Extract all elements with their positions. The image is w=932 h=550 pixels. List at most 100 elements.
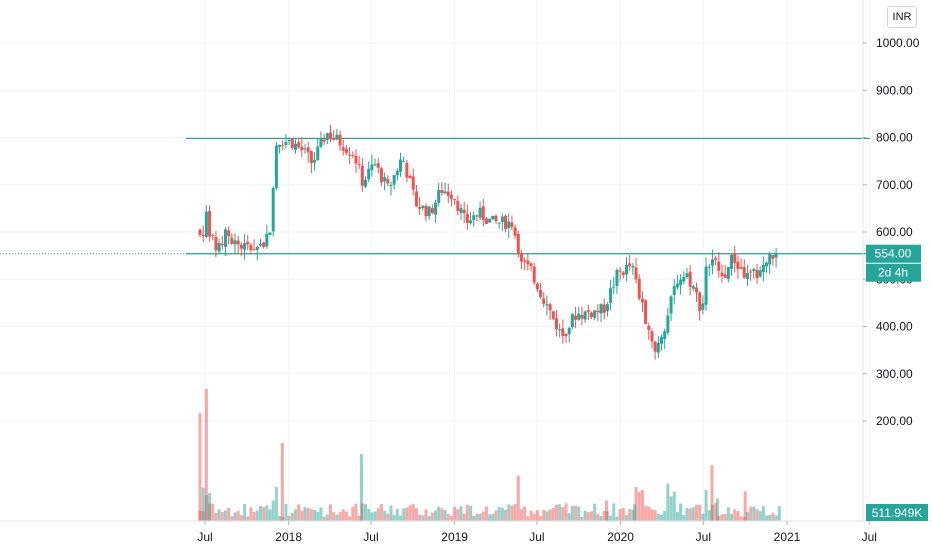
volume-bar — [771, 513, 775, 521]
volume-spike-bar — [359, 454, 363, 521]
volume-spike-bar — [777, 506, 781, 521]
volume-bar — [650, 509, 654, 521]
volume-bar — [615, 516, 619, 521]
volume-bar — [399, 515, 403, 521]
volume-bar — [656, 513, 660, 521]
candlesticks — [198, 124, 778, 360]
price-labels: 554.00 2d 4h 511.949K — [866, 244, 928, 521]
time-axis[interactable]: Jul 2018 Jul 2019 Jul 2020 Jul 2021 Jul — [197, 521, 877, 544]
x-tick-label: 2020 — [607, 530, 634, 544]
volume-bar — [640, 489, 644, 521]
x-tick-label: 2019 — [441, 530, 468, 544]
volume-bar — [287, 515, 291, 521]
candle-body — [284, 141, 288, 146]
candle-body — [316, 146, 320, 161]
candle-body — [249, 245, 253, 251]
candle-body — [395, 170, 399, 176]
candle-body — [449, 194, 453, 199]
candle-body — [567, 327, 571, 335]
candle-body — [488, 218, 492, 223]
volume-bar — [220, 512, 224, 521]
candle-body — [542, 298, 546, 305]
y-tick-label: 700.00 — [876, 178, 913, 192]
volume-bar — [602, 510, 606, 521]
volume-bar — [723, 513, 727, 521]
candle-body — [446, 191, 450, 196]
candle-body — [752, 269, 756, 271]
volume-bar — [580, 516, 584, 521]
candle-body — [243, 243, 247, 250]
volume-bar — [364, 504, 368, 521]
volume-bar — [688, 508, 692, 521]
volume-bar — [386, 513, 390, 521]
candle-body — [513, 227, 517, 236]
candle-body — [564, 334, 568, 337]
volume-bar — [720, 514, 724, 521]
candle-body — [478, 207, 482, 218]
y-tick-label: 800.00 — [876, 131, 913, 145]
volume-bar — [567, 513, 571, 521]
volume-bar — [660, 515, 664, 521]
candle-body — [383, 177, 387, 182]
volume-bar — [478, 513, 482, 521]
volume-bar — [589, 511, 593, 521]
candle-body — [523, 260, 527, 262]
candle-body — [408, 175, 412, 179]
volume-spike-bar — [633, 504, 637, 521]
candle-body — [208, 211, 212, 237]
candle-body — [618, 270, 622, 272]
currency-button[interactable]: INR — [887, 6, 917, 28]
candle-body — [246, 241, 250, 245]
candle-body — [469, 220, 473, 224]
volume-bar — [624, 515, 628, 521]
volume-bar — [424, 509, 428, 521]
volume-bar — [758, 511, 762, 521]
volume-bar — [389, 505, 393, 521]
volume-bar — [749, 506, 753, 521]
volume-bar — [675, 512, 679, 521]
volume-bar — [554, 504, 558, 521]
volume-bar — [519, 509, 523, 521]
volume-bar — [370, 512, 374, 521]
candle-body — [685, 273, 689, 278]
volume-bar — [252, 511, 256, 521]
candle-body — [717, 261, 721, 271]
volume-bar — [332, 512, 336, 521]
volume-bar — [730, 514, 734, 521]
volume-bar — [255, 510, 259, 521]
candle-body — [453, 199, 457, 201]
volume-bar — [663, 510, 667, 521]
candle-body — [341, 147, 345, 151]
volume-bar — [765, 515, 769, 521]
volume-bar — [542, 509, 546, 521]
x-tick-label: 2021 — [774, 530, 801, 544]
volume-bar — [548, 509, 552, 521]
price-axis[interactable]: 1000.00900.00800.00700.00600.00500.00400… — [863, 36, 920, 428]
volume-bar — [408, 505, 412, 521]
candle-body — [554, 318, 558, 330]
volume-bar — [335, 514, 339, 521]
volume-bar — [488, 514, 492, 521]
candle-body — [300, 146, 304, 151]
candle-body — [733, 253, 737, 263]
countdown-label: 2d 4h — [878, 266, 908, 280]
candle-body — [414, 191, 418, 207]
candle-body — [271, 187, 275, 232]
candle-body — [640, 298, 644, 303]
candle-body — [402, 161, 406, 163]
volume-bar — [214, 513, 218, 521]
candle-body — [440, 190, 444, 193]
candle-body — [332, 138, 336, 140]
candle-body — [526, 260, 530, 265]
candle-body — [621, 272, 625, 276]
volume-bar — [341, 509, 345, 521]
candle-body — [348, 154, 352, 156]
grid-lines — [0, 0, 870, 521]
x-tick-label: Jul — [529, 530, 544, 544]
volume-bar — [481, 511, 485, 521]
candle-body — [768, 254, 772, 265]
x-tick-label: Jul — [363, 530, 378, 544]
candle-body — [704, 266, 708, 305]
candle-body — [663, 331, 667, 339]
